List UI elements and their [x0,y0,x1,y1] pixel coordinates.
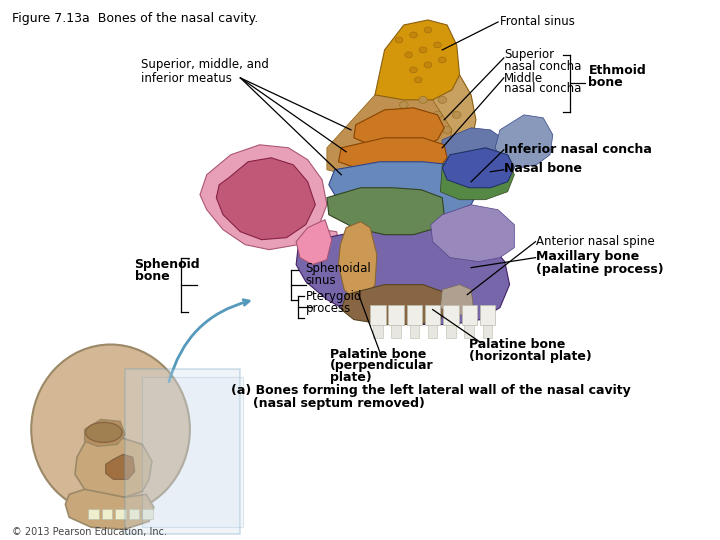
Polygon shape [75,437,152,497]
Text: Sphenoid: Sphenoid [135,258,200,271]
Polygon shape [495,115,553,168]
FancyBboxPatch shape [143,377,243,527]
Ellipse shape [414,116,423,123]
Text: Ethmoid: Ethmoid [588,64,646,77]
Polygon shape [391,325,401,338]
Polygon shape [338,222,377,300]
Polygon shape [143,509,153,519]
Text: nasal concha: nasal concha [504,60,581,73]
Text: Sphenoidal: Sphenoidal [306,262,372,275]
Text: plate): plate) [330,372,372,384]
Polygon shape [373,75,476,160]
Text: (palatine process): (palatine process) [536,262,664,275]
Polygon shape [354,108,444,150]
Polygon shape [441,285,473,315]
Ellipse shape [424,62,432,68]
Polygon shape [442,148,514,188]
Text: (a) Bones forming the left lateral wall of the nasal cavity: (a) Bones forming the left lateral wall … [230,384,631,397]
Text: nasal concha: nasal concha [504,82,581,95]
Ellipse shape [419,47,427,53]
FancyBboxPatch shape [125,369,240,534]
Text: (nasal septum removed): (nasal septum removed) [230,397,425,410]
Polygon shape [85,420,125,447]
Polygon shape [89,509,99,519]
Polygon shape [410,325,419,338]
Polygon shape [431,205,514,262]
Polygon shape [444,305,459,325]
Polygon shape [370,305,385,325]
Text: Palatine bone: Palatine bone [469,338,566,350]
Ellipse shape [86,422,122,442]
Text: Frontal sinus: Frontal sinus [500,15,575,28]
Text: © 2013 Pearson Education, Inc.: © 2013 Pearson Education, Inc. [12,527,168,537]
Polygon shape [66,489,154,529]
Polygon shape [482,325,492,338]
Text: (horizontal plate): (horizontal plate) [469,349,592,362]
Polygon shape [115,509,126,519]
Ellipse shape [400,102,408,109]
Text: Inferior nasal concha: Inferior nasal concha [504,143,652,156]
Ellipse shape [415,77,422,83]
Ellipse shape [443,126,451,133]
Polygon shape [446,325,456,338]
Polygon shape [425,305,441,325]
Text: bone: bone [588,76,624,89]
Polygon shape [375,20,459,100]
Ellipse shape [452,111,461,118]
Text: Superior, middle, and: Superior, middle, and [141,58,269,71]
Polygon shape [428,325,438,338]
Polygon shape [327,95,452,185]
Ellipse shape [433,111,442,118]
Polygon shape [106,454,135,480]
Polygon shape [373,325,382,338]
Ellipse shape [424,27,432,33]
Polygon shape [296,228,510,325]
Text: process: process [306,301,351,315]
Polygon shape [327,188,444,235]
Polygon shape [441,155,514,200]
Text: Palatine bone: Palatine bone [330,348,426,361]
Text: Nasal bone: Nasal bone [504,162,582,175]
Text: Figure 7.13a  Bones of the nasal cavity.: Figure 7.13a Bones of the nasal cavity. [12,12,258,25]
Polygon shape [341,285,447,325]
Polygon shape [407,305,422,325]
Ellipse shape [31,345,190,514]
Polygon shape [462,305,477,325]
Ellipse shape [405,52,413,58]
Polygon shape [216,158,315,240]
Polygon shape [464,325,474,338]
Ellipse shape [433,42,441,48]
Polygon shape [480,305,495,325]
Polygon shape [441,128,508,178]
Ellipse shape [395,37,403,43]
Ellipse shape [410,32,418,38]
Polygon shape [312,230,344,295]
Text: (perpendicular: (perpendicular [330,360,433,373]
Ellipse shape [438,96,446,103]
Polygon shape [329,162,479,218]
Polygon shape [338,138,447,175]
Polygon shape [129,509,140,519]
Text: Anterior nasal spine: Anterior nasal spine [536,235,655,248]
Text: sinus: sinus [306,274,336,287]
Text: bone: bone [135,269,169,282]
Text: inferior meatus: inferior meatus [141,72,233,85]
Ellipse shape [423,131,432,138]
Text: Pterygoid: Pterygoid [306,289,362,302]
Polygon shape [102,509,112,519]
Polygon shape [388,305,404,325]
Text: Superior: Superior [504,48,554,61]
Ellipse shape [452,141,461,149]
Text: Middle: Middle [504,72,543,85]
Ellipse shape [419,96,428,103]
Text: Maxillary bone: Maxillary bone [536,249,640,262]
Polygon shape [296,220,332,265]
Ellipse shape [438,57,446,63]
Polygon shape [200,145,327,249]
Ellipse shape [410,67,418,73]
